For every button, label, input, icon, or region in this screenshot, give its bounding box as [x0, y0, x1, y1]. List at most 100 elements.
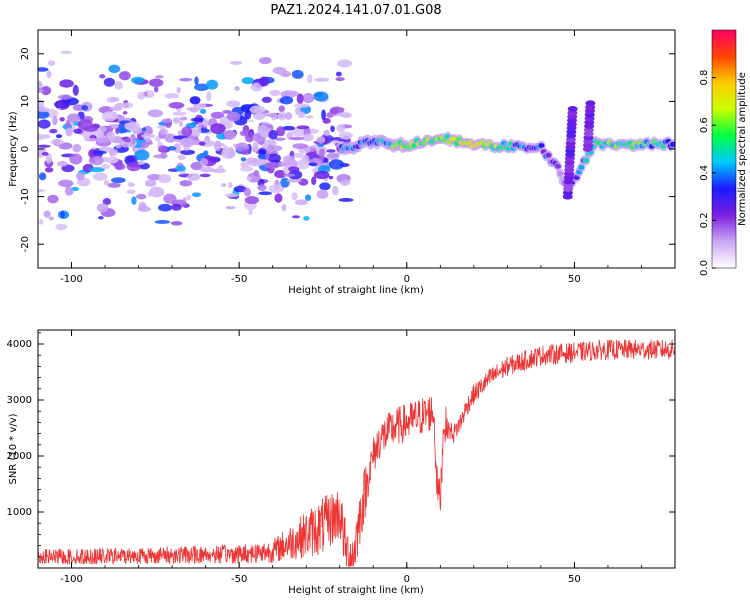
heatmap-cell: [337, 59, 353, 68]
heatmap-cell: [338, 198, 354, 202]
heatmap-ridge-cell: [554, 163, 561, 169]
heatmap-cell: [173, 143, 181, 154]
heatmap-cell: [304, 194, 312, 202]
heatmap-cell: [269, 89, 281, 97]
heatmap-cell: [258, 191, 273, 196]
heatmap-cell: [282, 155, 296, 164]
heatmap-cell: [38, 110, 50, 119]
heatmap-cell: [179, 77, 193, 82]
heatmap-cell: [241, 77, 255, 85]
heatmap-cell: [144, 179, 157, 187]
heatmap-cell: [240, 149, 250, 155]
heatmap-cell: [222, 109, 232, 114]
heatmap-cell: [148, 78, 164, 87]
colorbar-tick-label: 0.2: [699, 212, 710, 228]
heatmap-cell: [290, 127, 306, 137]
heatmap-cell: [268, 129, 278, 140]
heatmap-cell: [69, 153, 83, 165]
colorbar-gradient: [711, 29, 737, 269]
heatmap-ridge-cell: [583, 157, 590, 163]
heatmap-cell: [279, 96, 294, 105]
heatmap-cell: [55, 223, 68, 231]
heatmap-cell: [302, 92, 315, 104]
heatmap-cell: [58, 179, 74, 188]
heatmap-cell: [170, 221, 183, 226]
heatmap-cell: [38, 119, 51, 129]
heatmap-cell: [45, 153, 53, 164]
spectrogram-ylabel: Frequency (Hz): [8, 111, 19, 187]
heatmap-ridge-cell: [538, 143, 545, 149]
heatmap-ridge-cell: [567, 106, 578, 113]
spectrogram-xtick-label: 50: [568, 274, 581, 285]
heatmap-cell: [71, 186, 79, 192]
heatmap-cell: [258, 76, 270, 87]
heatmap-cell: [126, 189, 136, 195]
heatmap-cell: [291, 192, 298, 201]
heatmap-cell: [293, 152, 304, 158]
heatmap-cell: [158, 145, 168, 153]
heatmap-cell: [313, 92, 324, 97]
heatmap-cell: [60, 50, 72, 55]
heatmap-cell: [326, 112, 334, 119]
heatmap-cell: [157, 125, 166, 130]
heatmap-cell: [335, 71, 342, 77]
heatmap-cell: [194, 83, 210, 91]
heatmap-cell: [203, 150, 209, 155]
heatmap-cell: [244, 109, 252, 120]
heatmap-cell: [223, 129, 237, 140]
heatmap-cell: [186, 173, 201, 181]
heatmap-cell: [278, 105, 285, 113]
heatmap-cell: [246, 176, 253, 181]
snr-series-line: [38, 339, 675, 567]
heatmap-cell: [141, 133, 156, 139]
heatmap-cell: [274, 169, 287, 179]
heatmap-cell: [225, 206, 236, 210]
snr-xlabel: Height of straight line (km): [288, 585, 424, 596]
heatmap-cell: [114, 81, 123, 90]
heatmap-cell: [244, 196, 260, 204]
heatmap-cell: [38, 188, 46, 193]
heatmap-cell: [293, 103, 310, 108]
heatmap-cell: [101, 163, 111, 170]
heatmap-cell: [335, 77, 345, 82]
heatmap-cell: [178, 120, 184, 127]
spectrogram-ytick-label: 20: [20, 47, 31, 60]
heatmap-cell: [190, 161, 203, 171]
heatmap-cell: [92, 150, 107, 155]
heatmap-cell: [292, 143, 308, 150]
heatmap-cell: [38, 133, 46, 141]
heatmap-cell: [264, 113, 278, 117]
snr-xtick-label: -100: [60, 574, 83, 585]
heatmap-cell: [305, 115, 314, 119]
heatmap-cell: [137, 161, 145, 165]
heatmap-cell: [157, 203, 173, 212]
heatmap-cell: [224, 193, 239, 198]
heatmap-cell: [337, 107, 345, 112]
snr-ticks: -100 -50 0 50 1000 2000 3000 4000: [7, 330, 676, 585]
heatmap-cell: [294, 199, 308, 206]
heatmap-cell: [202, 120, 209, 128]
heatmap-cell: [181, 126, 193, 137]
heatmap-cell: [65, 127, 73, 137]
spectrogram-xtick-label: -50: [231, 274, 247, 285]
heatmap-cell: [164, 93, 180, 99]
heatmap-cell: [39, 219, 44, 225]
heatmap-cell: [189, 96, 201, 105]
heatmap-cell: [101, 111, 118, 122]
heatmap-ridge-cell: [669, 141, 675, 147]
heatmap-cell: [72, 144, 82, 153]
heatmap-cell: [338, 131, 353, 140]
heatmap-cell: [259, 57, 272, 65]
colorbar: 0.0 0.2 0.4 0.6 0.8 Normalized spectral ampl…: [699, 29, 748, 276]
heatmap-cell: [72, 104, 85, 111]
heatmap-cell: [319, 182, 331, 191]
heatmap-cell: [274, 137, 286, 141]
heatmap-cell: [65, 119, 71, 130]
heatmap-cell: [57, 160, 68, 167]
heatmap-cell: [240, 166, 254, 172]
heatmap-cell: [108, 148, 119, 157]
heatmap-cell: [336, 124, 346, 133]
heatmap-cell: [233, 185, 247, 193]
heatmap-cell: [248, 209, 253, 216]
heatmap-cell: [179, 180, 193, 187]
